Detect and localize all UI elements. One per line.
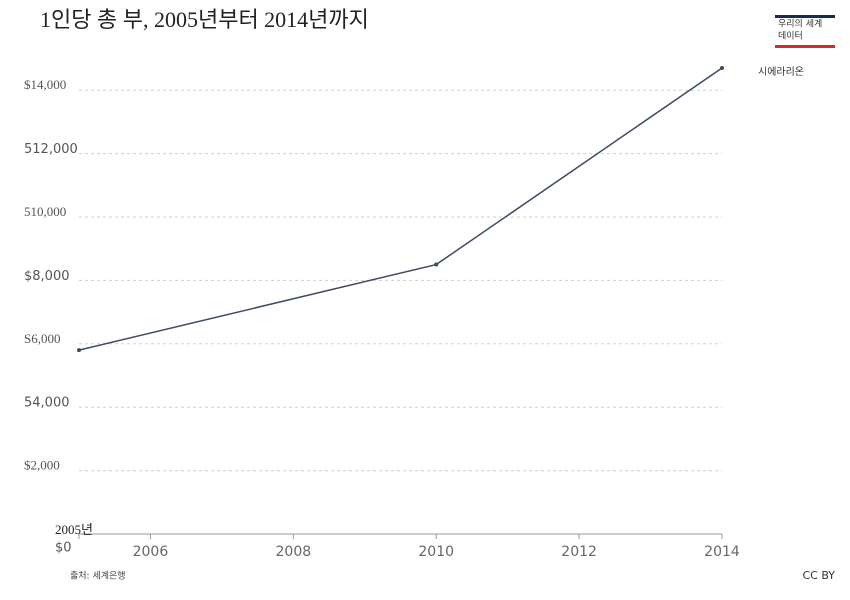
logo-box — [775, 15, 835, 48]
logo: 우리의 세계 데이터 — [775, 15, 835, 48]
series-label: 시에라리온 — [758, 66, 804, 78]
y-tick-label: $0 — [55, 541, 72, 556]
y-tick-label: 54,000 — [24, 396, 70, 411]
x-tick-label: 2006 — [133, 544, 169, 560]
y-tick-label: $8,000 — [24, 269, 70, 284]
line — [78, 67, 723, 351]
source: 출처: 세계은행 — [70, 570, 126, 582]
logo-bottom-bar — [775, 45, 835, 48]
y-tick-label: 510,000 — [24, 204, 66, 219]
point — [434, 262, 439, 267]
y-tick-label: $14,000 — [24, 77, 66, 92]
logo-top-bar — [775, 15, 835, 18]
y-tick-label: 512,000 — [24, 142, 78, 157]
license: CC BY — [802, 569, 835, 582]
x-tick-label: 2012 — [561, 544, 597, 560]
logo-text: 우리의 세계 — [778, 18, 822, 30]
point — [720, 66, 724, 70]
y-tick-label: S6,000 — [24, 331, 60, 346]
x-tick-label: 2005년 — [55, 522, 93, 537]
x-tick-label: 2008 — [276, 544, 312, 560]
x-tick-label: 2014 — [704, 544, 740, 560]
y-tick-label: $2,000 — [24, 458, 60, 473]
point — [77, 348, 81, 353]
logo-text: 데이터 — [778, 31, 803, 42]
x-tick-label: 2010 — [418, 544, 454, 560]
chart-title: 1인당 총 부, 2005년부터 2014년까지 — [40, 7, 369, 32]
